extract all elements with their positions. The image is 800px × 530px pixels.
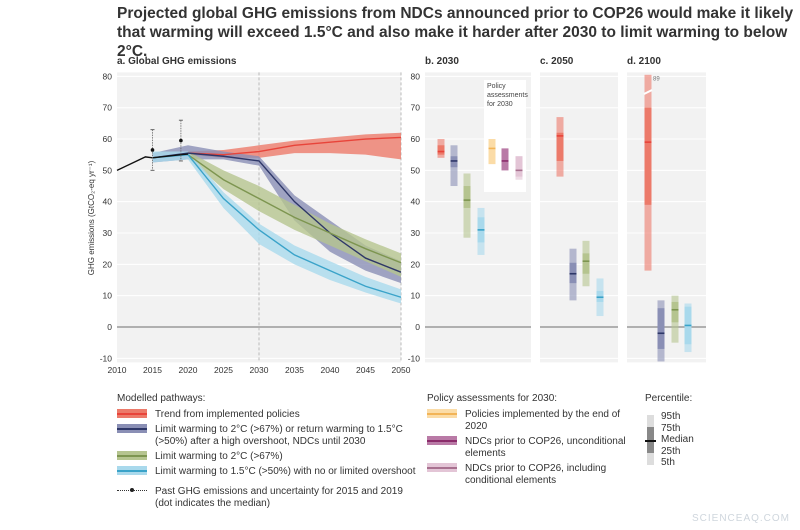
legend-swatch-icon [117,409,147,418]
percentile-label: Median [661,434,694,445]
green-range-25-75 [463,186,471,208]
green-range-25-75 [582,253,590,274]
purple-range-25-75 [501,148,509,171]
legend-swatch-icon [427,436,457,445]
modelled-item: Limit warming to 2°C (>67%) [117,451,417,463]
cyan-pathway-line [152,153,402,298]
legend-label: NDCs prior to COP26, including condition… [465,463,607,486]
panel-title: b. 2030 [425,56,459,67]
percentile-label: 75th [661,422,681,434]
y-tick-label: 10 [103,291,113,301]
policy-inset-label: Policy assessments for 2030 [487,83,528,108]
pink-range-25-75 [515,156,523,177]
legend-swatch-icon [117,466,147,475]
red-range-25-75 [644,107,652,205]
legend-label: Limit warming to 1.5°C (>50%) with no or… [155,466,416,477]
navy-pathway-line [152,152,402,273]
y-tick-label: 80 [411,71,421,81]
y-axis-label: GHG emissions (GtCO₂-eq yr⁻¹) [87,160,96,275]
y-tick-label: 20 [103,259,113,269]
legend-label: Trend from implemented policies [155,409,300,420]
x-tick-label: 2020 [179,365,198,375]
policy-item: NDCs prior to COP26, including condition… [427,463,627,487]
y-tick-label: 10 [411,291,421,301]
panel-background [540,72,618,363]
past-median-dot [150,148,155,152]
x-tick-label: 2045 [356,365,375,375]
x-tick-label: 2015 [143,365,162,375]
panel-title: c. 2050 [540,56,574,67]
watermark: SCIENCEAQ.COM [691,513,790,524]
percentile-label: 95th [661,411,681,422]
legend-modelled: Modelled pathways: Trend from implemente… [117,393,417,513]
y-tick-label: 60 [103,134,113,144]
x-tick-label: 2050 [392,365,411,375]
policy-item: NDCs prior to COP26, unconditional eleme… [427,436,627,460]
cyan-uncertainty-band [152,151,401,304]
figure-title: Projected global GHG emissions from NDCs… [117,5,794,60]
policy-item: Policies implemented by the end of 2020 [427,409,627,433]
legend-past-label: Past GHG emissions and uncertainty for 2… [155,486,403,509]
y-tick-label: 0 [107,322,112,332]
y-tick-label: 60 [411,134,421,144]
red-pathway-line [187,136,402,156]
y-tick-label: 50 [103,165,113,175]
panel-a-title: a. Global GHG emissions [117,56,237,67]
legend-label: Policies implemented by the end of 2020 [465,409,621,432]
legend-swatch-icon [117,424,147,433]
percentile-label: 5th [661,457,675,468]
y-tick-label: 70 [411,103,421,113]
offscale-value-label: 89 [653,76,660,82]
legend-swatch-icon [427,409,457,418]
legend-policy-title: Policy assessments for 2030: [427,393,558,404]
past-errorbar-icon [117,486,147,495]
x-tick-label: 2040 [321,365,340,375]
legend-label: Limit warming to 2°C (>67%) or return wa… [155,424,403,447]
y-tick-label: 40 [411,197,421,207]
red-range-25-75 [556,132,564,161]
legend-percentile-title: Percentile: [645,393,693,404]
x-tick-label: 2010 [108,365,127,375]
modelled-item: Trend from implemented policies [117,409,417,421]
past-median-dot [179,138,183,143]
green-range-25-75 [671,301,679,323]
panel-title: d. 2100 [627,56,661,67]
x-tick-label: 2025 [214,365,233,375]
y-tick-label: 50 [411,165,421,175]
y-tick-label: 70 [103,103,113,113]
y-tick-label: 20 [411,259,421,269]
x-tick-label: 2035 [285,365,304,375]
legend-swatch-icon [427,463,457,472]
legend-policy: Policy assessments for 2030: Policies im… [427,393,627,490]
y-tick-label: 30 [103,228,113,238]
y-tick-label: -10 [100,353,113,363]
x-tick-label: 2030 [250,365,269,375]
modelled-item: Limit warming to 1.5°C (>50%) with no or… [117,466,417,478]
axis-break-mark [643,89,653,95]
red-range-25-75 [437,145,445,155]
legend-label: NDCs prior to COP26, unconditional eleme… [465,436,626,459]
legend-label: Limit warming to 2°C (>67%) [155,451,283,462]
y-tick-label: 0 [415,322,420,332]
navy-range-25-75 [657,308,665,349]
legend-swatch-icon [117,451,147,460]
y-tick-label: 40 [103,197,113,207]
legend-percentile: Percentile: 95th 75th Median 25th 5th [645,393,765,471]
y-tick-label: 30 [411,228,421,238]
legend-past-emissions: Past GHG emissions and uncertainty for 2… [117,486,417,510]
green-pathway-line [187,154,402,264]
percentile-label: 25th [661,445,681,457]
y-tick-label: 80 [103,71,113,81]
modelled-item: Limit warming to 2°C (>67%) or return wa… [117,424,417,448]
legend-modelled-title: Modelled pathways: [117,393,206,404]
yellow-range-25-75 [488,139,496,165]
y-tick-label: -10 [408,353,421,363]
panel-background [627,72,706,363]
